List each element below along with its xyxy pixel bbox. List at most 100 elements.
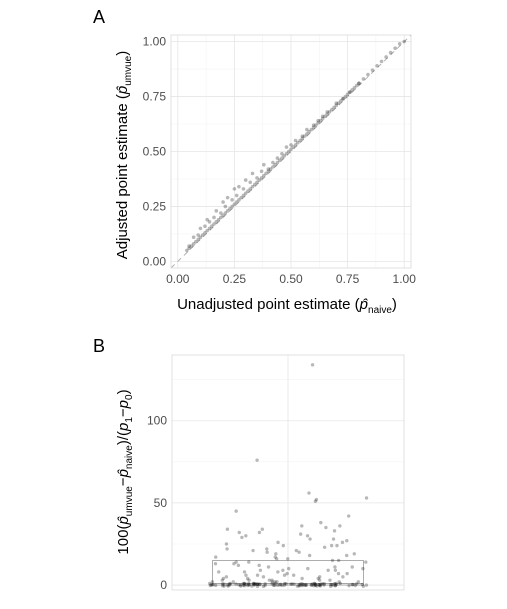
jitter-point — [220, 578, 225, 582]
scatter-point — [329, 107, 334, 112]
jitter-point — [275, 583, 280, 587]
jitter-point — [297, 582, 302, 587]
jitter-point — [255, 573, 260, 577]
jitter-point — [305, 534, 310, 538]
jitter-point — [241, 583, 246, 587]
jitter-point — [338, 524, 342, 528]
jitter-point — [345, 538, 349, 543]
jitter-point — [303, 583, 307, 588]
x-tick-label: 0.00 — [166, 272, 190, 286]
scatter-point — [325, 110, 330, 114]
scatter-point — [194, 239, 198, 244]
jitter-point — [258, 568, 263, 572]
scatter-point — [225, 195, 230, 200]
scatter-point — [284, 151, 289, 156]
jitter-point — [247, 582, 251, 587]
scatter-point — [325, 112, 330, 116]
scatter-point — [316, 121, 320, 125]
scatter-point — [277, 158, 282, 163]
jitter-point — [332, 582, 337, 586]
scatter-point — [280, 156, 284, 160]
panel-a-x-axis-title: Unadjusted point estimate (p̂naive) — [177, 296, 397, 316]
y-tick-label: 0.25 — [143, 199, 167, 213]
jitter-point — [224, 542, 229, 546]
scatter-point — [250, 171, 255, 176]
jitter-point — [294, 548, 298, 553]
scatter-point — [361, 77, 366, 81]
jitter-point — [297, 550, 301, 554]
scatter-point — [234, 193, 239, 198]
scatter-point — [198, 235, 203, 240]
scatter-point — [318, 118, 323, 123]
scatter-point — [341, 96, 345, 101]
jitter-point — [304, 583, 308, 588]
jitter-point — [346, 514, 351, 518]
jitter-point — [251, 582, 256, 587]
jitter-point — [331, 583, 335, 587]
jitter-point — [234, 560, 238, 564]
jitter-point — [251, 548, 255, 553]
scatter-point — [214, 209, 219, 213]
jitter-point — [228, 582, 233, 586]
jitter-point — [213, 562, 218, 566]
scatter-point — [191, 235, 196, 240]
jitter-point — [329, 582, 333, 587]
jitter-point — [286, 557, 290, 561]
jitter-point — [278, 583, 282, 587]
jitter-point — [273, 580, 277, 584]
scatter-point — [205, 217, 210, 222]
jitter-point — [236, 563, 241, 568]
jitter-point — [333, 565, 337, 569]
scatter-point — [237, 198, 241, 202]
jitter-point — [225, 583, 230, 587]
jitter-point — [208, 583, 212, 588]
scatter-point — [216, 217, 221, 222]
scatter-point — [268, 167, 273, 171]
scatter-point — [323, 114, 327, 119]
scatter-point — [266, 169, 271, 174]
jitter-point — [265, 547, 269, 551]
jitter-point — [328, 584, 333, 589]
scatter-point — [316, 118, 320, 123]
y-tick-label: 0 — [160, 578, 167, 592]
jitter-point — [273, 555, 277, 559]
scatter-point — [336, 101, 341, 105]
jitter-point — [285, 571, 289, 576]
jitter-point — [255, 582, 259, 586]
scatter-point — [375, 63, 379, 68]
scatter-point — [388, 50, 393, 55]
jitter-point — [333, 583, 338, 588]
scatter-point — [350, 88, 354, 92]
jitter-point — [280, 583, 284, 588]
jitter-point — [244, 582, 248, 586]
scatter-point — [209, 224, 214, 229]
jitter-point — [214, 555, 218, 559]
jitter-point — [257, 582, 262, 587]
scatter-point — [223, 204, 228, 209]
scatter-point — [196, 233, 200, 237]
scatter-point — [339, 99, 343, 103]
scatter-point — [275, 156, 280, 160]
jitter-point — [318, 583, 322, 588]
jitter-point — [322, 545, 327, 549]
jitter-point — [313, 582, 317, 586]
scatter-point — [230, 204, 234, 209]
scatter-point — [334, 103, 339, 108]
jitter-point — [334, 582, 338, 587]
jitter-point — [252, 581, 256, 586]
jitter-point — [292, 582, 296, 586]
scatter-point — [221, 200, 225, 204]
jitter-point — [245, 576, 250, 581]
scatter-point — [300, 134, 305, 138]
jitter-point — [261, 584, 266, 589]
jitter-point — [315, 584, 319, 588]
jitter-point — [256, 582, 260, 586]
boxplot-box — [212, 560, 364, 586]
jitter-point — [267, 578, 272, 582]
scatter-point — [187, 244, 191, 248]
jitter-point — [265, 550, 269, 554]
y-tick-label: 50 — [154, 496, 168, 510]
jitter-point — [298, 583, 302, 588]
jitter-point — [318, 584, 322, 588]
jitter-point — [232, 562, 236, 566]
